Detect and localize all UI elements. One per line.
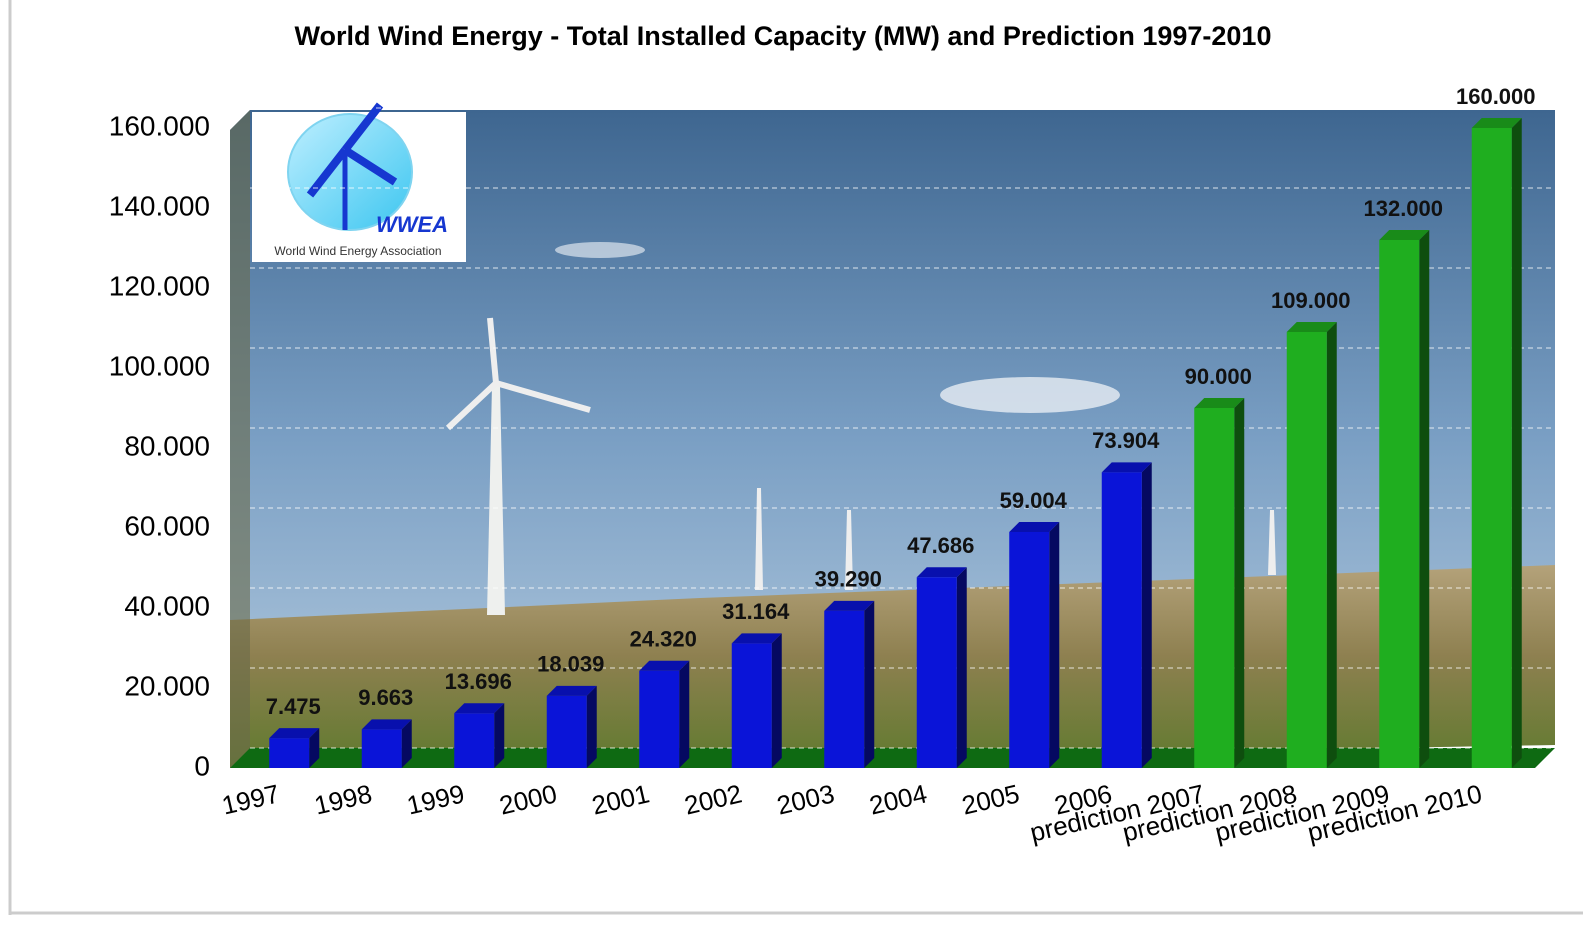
bar-side [401,719,412,768]
bar-top [454,703,505,714]
bar [1286,332,1327,768]
bar-top [1194,398,1245,408]
bar [361,729,402,768]
value-label: 7.475 [266,694,321,719]
bar-top [1286,322,1337,332]
bar-side [771,633,782,768]
bar-top [1009,521,1060,532]
value-label: 18.039 [537,652,604,677]
value-label: 132.000 [1363,196,1443,221]
bar-side [494,703,505,768]
bar [916,577,957,768]
value-label: 59.004 [1000,488,1068,513]
bar-side [1141,462,1152,768]
value-label: 47.686 [907,533,974,558]
value-label: 13.696 [445,669,512,694]
bar [1009,531,1050,768]
bar-side [1326,322,1337,768]
bar-side [956,567,967,768]
bar-side [586,685,597,768]
bar-top [639,660,690,671]
y-tick-label: 140.000 [109,190,210,221]
bar-side [1049,521,1060,768]
y-tick-label: 20.000 [124,670,210,701]
value-label: 39.290 [815,567,882,592]
value-label: 73.904 [1092,428,1160,453]
chart-title: World Wind Energy - Total Installed Capa… [295,21,1272,51]
logo-subtitle: World Wind Energy Association [274,244,441,258]
value-label: 109.000 [1271,288,1351,313]
bar-top [361,719,412,730]
bar-top [916,567,967,578]
y-tick-label: 120.000 [109,270,210,301]
bar-side [309,728,320,768]
bar [1194,408,1235,768]
bar-top [546,685,597,696]
value-label: 24.320 [630,627,697,652]
bar [454,713,495,768]
bar-side [1419,230,1430,768]
floor [230,748,1555,768]
bar-top [824,600,875,611]
bar-side [1511,118,1522,768]
bar-top [1101,462,1152,473]
bar [546,695,587,768]
bar [731,643,772,768]
y-tick-label: 40.000 [124,590,210,621]
side-wall [230,110,250,768]
bar-top [1471,118,1522,128]
y-tick-label: 60.000 [124,510,210,541]
bar [1471,128,1512,768]
y-tick-label: 80.000 [124,430,210,461]
value-label: 9.663 [358,685,413,710]
bar-side [679,660,690,768]
value-label: 31.164 [722,599,790,624]
y-tick-label: 100.000 [109,350,210,381]
bar [1379,240,1420,768]
bar-top [269,728,320,739]
value-label: 90.000 [1185,364,1252,389]
bar-top [1379,230,1430,240]
y-tick-label: 0 [194,750,210,781]
bar-side [864,600,875,768]
bar [824,610,865,768]
bar [269,738,310,768]
logo: WWEA World Wind Energy Association [252,102,466,262]
value-label: 160.000 [1456,84,1536,109]
logo-title: WWEA [376,212,448,237]
y-tick-label: 160.000 [109,110,210,141]
bar-side [1234,398,1245,768]
bar-top [731,633,782,644]
bar [639,670,680,768]
bar [1101,472,1142,768]
